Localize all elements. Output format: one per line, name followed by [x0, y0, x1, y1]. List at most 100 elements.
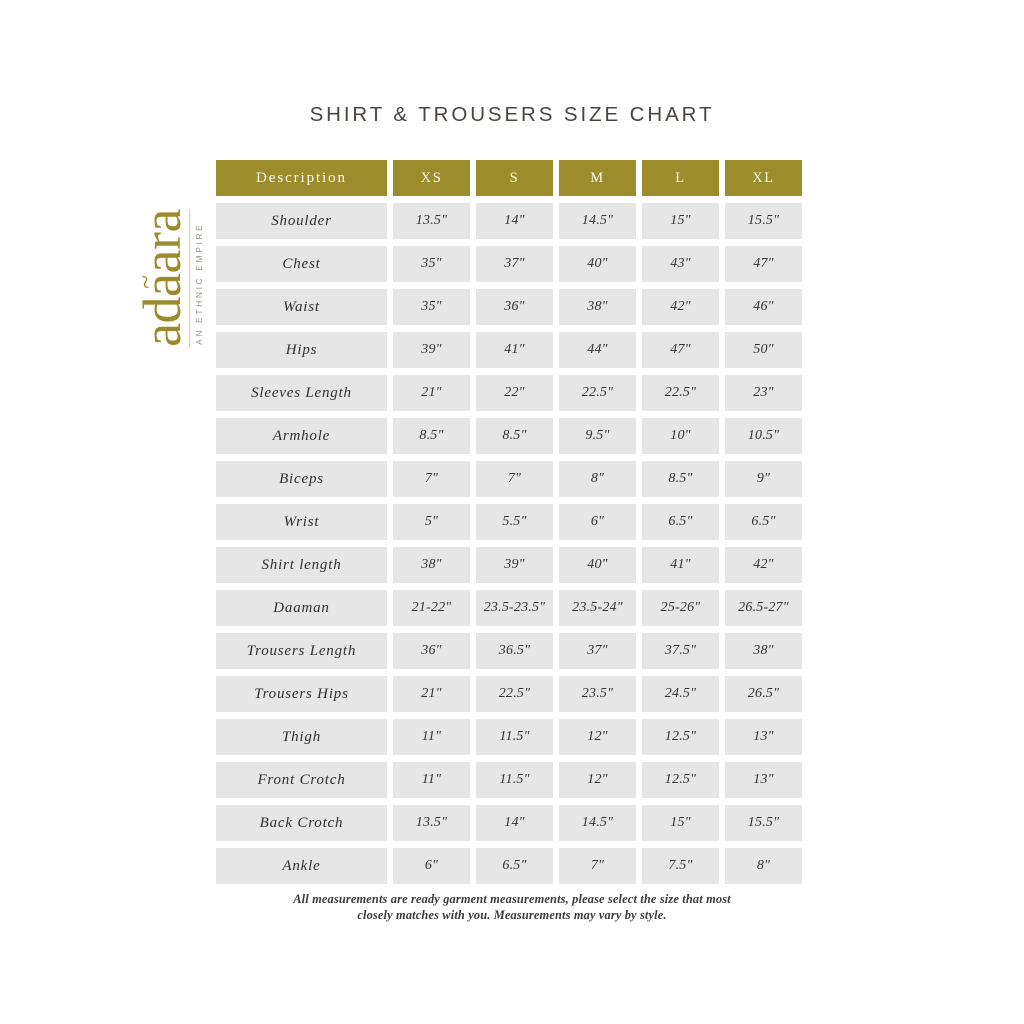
measurement-cell: 38": [559, 289, 636, 325]
measurement-cell: 26.5-27": [725, 590, 802, 626]
measurement-cell: 6.5": [642, 504, 719, 540]
size-chart-table: Description XS S M L XL Shoulder 13.5" 14"…: [210, 153, 808, 891]
row-label-cell: Armhole: [216, 418, 387, 454]
measurement-cell: 47": [725, 246, 802, 282]
measurement-cell: 44": [559, 332, 636, 368]
measurement-cell: 8.5": [393, 418, 470, 454]
measurement-cell: 7": [476, 461, 553, 497]
measurement-cell: 35": [393, 289, 470, 325]
footnote-line-2: closely matches with you. Measurements m…: [357, 907, 667, 922]
row-label-cell: Hips: [216, 332, 387, 368]
brand-logo: adaara ~ AN ETHNIC EMPIRE: [130, 182, 204, 374]
table-row: Shoulder 13.5" 14" 14.5" 15" 15.5": [216, 203, 802, 239]
measurement-cell: 23.5-24": [559, 590, 636, 626]
measurement-cell: 37": [559, 633, 636, 669]
measurement-cell: 9": [725, 461, 802, 497]
measurement-cell: 12": [559, 762, 636, 798]
measurement-cell: 21": [393, 375, 470, 411]
row-label-cell: Waist: [216, 289, 387, 325]
measurement-cell: 12.5": [642, 719, 719, 755]
table-row: Trousers Hips 21" 22.5" 23.5" 24.5" 26.5": [216, 676, 802, 712]
measurement-cell: 25-26": [642, 590, 719, 626]
measurements-footnote: All measurements are ready garment measu…: [0, 892, 1024, 923]
measurement-cell: 13": [725, 719, 802, 755]
measurement-cell: 41": [642, 547, 719, 583]
measurement-cell: 6.5": [725, 504, 802, 540]
measurement-cell: 23": [725, 375, 802, 411]
measurement-cell: 40": [559, 246, 636, 282]
row-label-cell: Ankle: [216, 848, 387, 884]
measurement-cell: 21": [393, 676, 470, 712]
measurement-cell: 14.5": [559, 805, 636, 841]
measurement-cell: 50": [725, 332, 802, 368]
measurement-cell: 46": [725, 289, 802, 325]
measurement-cell: 10.5": [725, 418, 802, 454]
measurement-cell: 39": [393, 332, 470, 368]
measurement-cell: 36": [393, 633, 470, 669]
table-body: Shoulder 13.5" 14" 14.5" 15" 15.5" Chest 35" 37"…: [216, 203, 802, 884]
measurement-cell: 12": [559, 719, 636, 755]
measurement-cell: 13.5": [393, 203, 470, 239]
table-row: Biceps 7" 7" 8" 8.5" 9": [216, 461, 802, 497]
measurement-cell: 11": [393, 719, 470, 755]
measurement-cell: 5.5": [476, 504, 553, 540]
measurement-cell: 36": [476, 289, 553, 325]
measurement-cell: 38": [725, 633, 802, 669]
row-label-cell: Shirt length: [216, 547, 387, 583]
measurement-cell: 37.5": [642, 633, 719, 669]
column-header-xl: XL: [725, 160, 802, 196]
row-label-cell: Daaman: [216, 590, 387, 626]
measurement-cell: 23.5-23.5": [476, 590, 553, 626]
row-label-cell: Wrist: [216, 504, 387, 540]
table-row: Front Crotch 11" 11.5" 12" 12.5" 13": [216, 762, 802, 798]
measurement-cell: 47": [642, 332, 719, 368]
table-row: Sleeves Length 21" 22" 22.5" 22.5" 23": [216, 375, 802, 411]
measurement-cell: 8.5": [642, 461, 719, 497]
table-row: Armhole 8.5" 8.5" 9.5" 10" 10.5": [216, 418, 802, 454]
measurement-cell: 11.5": [476, 719, 553, 755]
measurement-cell: 39": [476, 547, 553, 583]
measurement-cell: 22.5": [476, 676, 553, 712]
measurement-cell: 41": [476, 332, 553, 368]
measurement-cell: 38": [393, 547, 470, 583]
measurement-cell: 13.5": [393, 805, 470, 841]
logo-tagline: AN ETHNIC EMPIRE: [193, 222, 204, 345]
measurement-cell: 15.5": [725, 805, 802, 841]
table-row: Waist 35" 36" 38" 42" 46": [216, 289, 802, 325]
page-title: SHIRT & TROUSERS SIZE CHART: [309, 103, 715, 126]
measurement-cell: 14.5": [559, 203, 636, 239]
row-label-cell: Biceps: [216, 461, 387, 497]
measurement-cell: 8": [559, 461, 636, 497]
measurement-cell: 6.5": [476, 848, 553, 884]
row-label-cell: Shoulder: [216, 203, 387, 239]
table-row: Thigh 11" 11.5" 12" 12.5" 13": [216, 719, 802, 755]
column-header-xs: XS: [393, 160, 470, 196]
measurement-cell: 36.5": [476, 633, 553, 669]
row-label-cell: Trousers Hips: [216, 676, 387, 712]
logo-rotated-group: adaara ~ AN ETHNIC EMPIRE: [130, 209, 204, 347]
measurement-cell: 21-22": [393, 590, 470, 626]
measurement-cell: 10": [642, 418, 719, 454]
table-header-row: Description XS S M L XL: [216, 160, 802, 196]
table-row: Daaman 21-22" 23.5-23.5" 23.5-24" 25-26" 26.5…: [216, 590, 802, 626]
row-label-cell: Thigh: [216, 719, 387, 755]
row-label-cell: Sleeves Length: [216, 375, 387, 411]
measurement-cell: 22.5": [642, 375, 719, 411]
measurement-cell: 5": [393, 504, 470, 540]
measurement-cell: 26.5": [725, 676, 802, 712]
table-row: Ankle 6" 6.5" 7" 7.5" 8": [216, 848, 802, 884]
measurement-cell: 6": [393, 848, 470, 884]
measurement-cell: 7": [559, 848, 636, 884]
measurement-cell: 22.5": [559, 375, 636, 411]
table-row: Back Crotch 13.5" 14" 14.5" 15" 15.5": [216, 805, 802, 841]
table-row: Wrist 5" 5.5" 6" 6.5" 6.5": [216, 504, 802, 540]
measurement-cell: 15.5": [725, 203, 802, 239]
measurement-cell: 22": [476, 375, 553, 411]
measurement-cell: 7": [393, 461, 470, 497]
measurement-cell: 15": [642, 203, 719, 239]
table-row: Trousers Length 36" 36.5" 37" 37.5" 38": [216, 633, 802, 669]
measurement-cell: 35": [393, 246, 470, 282]
measurement-cell: 40": [559, 547, 636, 583]
column-header-s: S: [476, 160, 553, 196]
